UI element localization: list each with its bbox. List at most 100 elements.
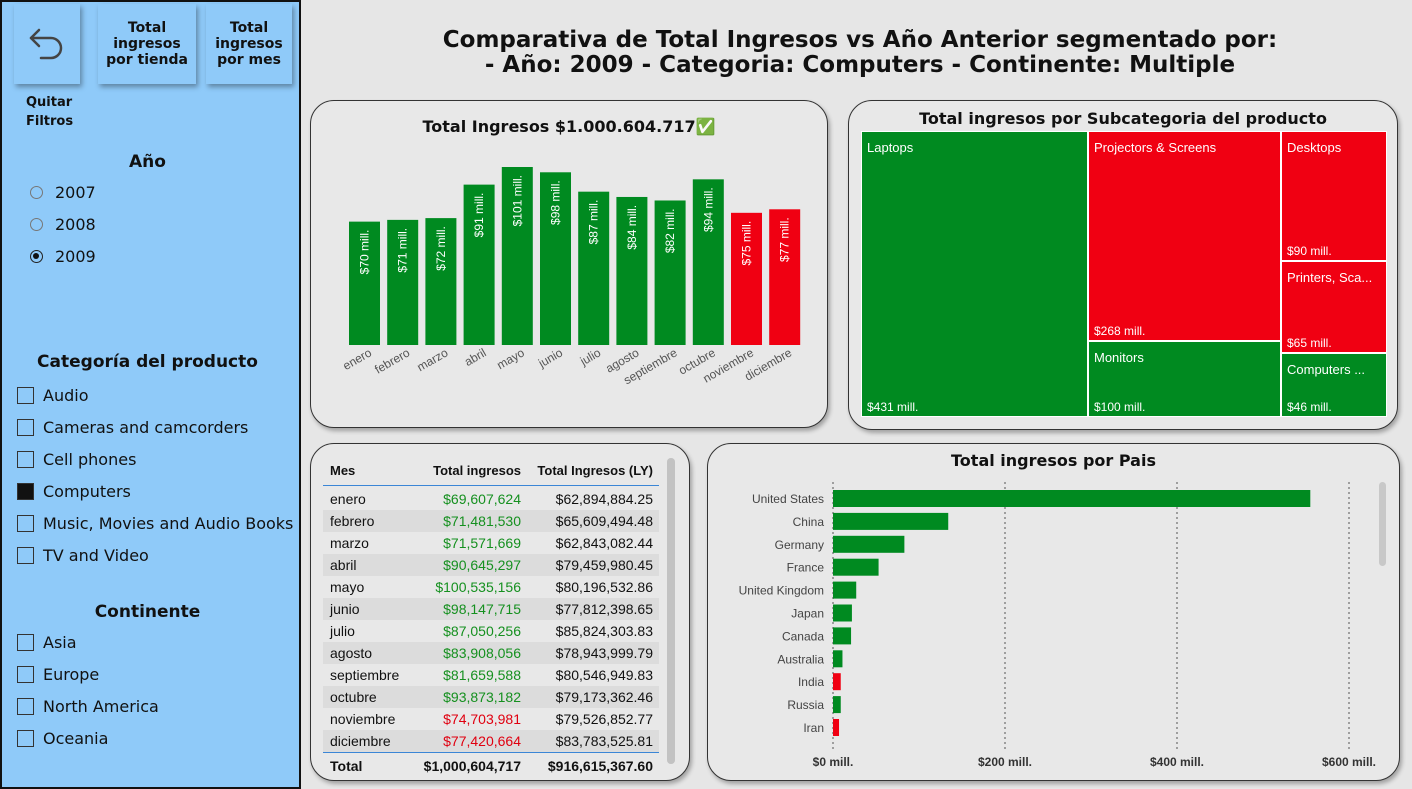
- checkbox-unchecked-icon[interactable]: [17, 419, 34, 436]
- continent-option-north-america[interactable]: North America: [17, 697, 159, 716]
- country-bar[interactable]: [833, 696, 841, 714]
- category-option-audio[interactable]: Audio: [17, 386, 88, 405]
- checkbox-unchecked-icon[interactable]: [17, 515, 34, 532]
- month-bar[interactable]: [731, 212, 762, 345]
- table-row[interactable]: mayo $100,535,156 $80,196,532.86: [323, 576, 659, 598]
- table-row[interactable]: julio $87,050,256 $85,824,303.83: [323, 620, 659, 642]
- treemap-tile[interactable]: Desktops $90 mill.: [1281, 131, 1387, 261]
- month-bar[interactable]: [349, 221, 380, 345]
- country-label: Japan: [791, 607, 824, 621]
- month-bar[interactable]: [540, 172, 571, 345]
- country-label: Russia: [787, 698, 824, 712]
- year-option-2008[interactable]: 2008: [30, 215, 96, 234]
- checkbox-unchecked-icon[interactable]: [17, 451, 34, 468]
- nav-total-ingresos-tienda-button[interactable]: Total ingresos por tienda: [98, 4, 196, 84]
- month-bar[interactable]: [501, 167, 533, 345]
- checkbox-unchecked-icon[interactable]: [17, 698, 34, 715]
- table-row[interactable]: abril $90,645,297 $79,459,980.45: [323, 554, 659, 576]
- country-chart-scrollbar[interactable]: [1379, 482, 1386, 566]
- x-tick-label: $600 mill.: [1322, 755, 1376, 769]
- month-bar-data-label: $82 mill.: [663, 208, 677, 253]
- year-slicer-title: Año: [129, 152, 166, 172]
- country-bar[interactable]: [833, 604, 852, 622]
- country-bar[interactable]: [833, 535, 905, 553]
- table-row[interactable]: octubre $93,873,182 $79,173,362.46: [323, 686, 659, 708]
- continent-option-europe[interactable]: Europe: [17, 665, 99, 684]
- category-option-tv-and-video[interactable]: TV and Video: [17, 546, 149, 565]
- checkbox-checked-icon[interactable]: [17, 483, 34, 500]
- treemap-tile-value: $100 mill.: [1094, 400, 1146, 414]
- treemap-tile[interactable]: Computers ... $46 mill.: [1281, 353, 1387, 417]
- treemap-tile-label: Monitors: [1094, 350, 1144, 365]
- table-cell-total-ly: $62,843,082.44: [555, 535, 653, 551]
- table-row[interactable]: diciembre $77,420,664 $83,783,525.81: [323, 730, 659, 752]
- treemap-title: Total ingresos por Subcategoria del prod…: [919, 109, 1327, 128]
- country-bar[interactable]: [833, 581, 857, 599]
- nav-total-ingresos-mes-button[interactable]: Total ingresos por mes: [206, 4, 292, 84]
- month-axis-label: junio: [535, 345, 565, 370]
- table-cell-mes: julio: [330, 623, 355, 639]
- table-cell-total-ly: $79,526,852.77: [555, 711, 653, 727]
- category-option-music-movies-and-audio-books[interactable]: Music, Movies and Audio Books: [17, 514, 293, 533]
- month-bar[interactable]: [463, 184, 495, 345]
- month-bar[interactable]: [769, 209, 801, 345]
- country-label: United States: [752, 492, 824, 506]
- category-option-cell-phones[interactable]: Cell phones: [17, 450, 136, 469]
- table-row[interactable]: enero $69,607,624 $62,894,884.25: [323, 488, 659, 510]
- monthly-revenue-table: Mes Total ingresos Total Ingresos (LY) e…: [323, 456, 659, 778]
- country-bar[interactable]: [833, 650, 843, 668]
- col-header-total[interactable]: Total ingresos: [433, 463, 521, 478]
- country-label: France: [787, 561, 825, 575]
- continent-option-asia[interactable]: Asia: [17, 633, 77, 652]
- treemap-tile[interactable]: Monitors $100 mill.: [1088, 341, 1281, 417]
- table-cell-mes: junio: [330, 601, 360, 617]
- month-bar[interactable]: [425, 218, 457, 345]
- country-bar[interactable]: [833, 719, 840, 736]
- treemap-tile[interactable]: Projectors & Screens $268 mill.: [1088, 131, 1281, 341]
- table-row[interactable]: febrero $71,481,530 $65,609,494.48: [323, 510, 659, 532]
- checkbox-unchecked-icon[interactable]: [17, 547, 34, 564]
- checkbox-unchecked-icon[interactable]: [17, 387, 34, 404]
- continent-option-oceania[interactable]: Oceania: [17, 729, 108, 748]
- table-cell-total: $83,908,056: [443, 645, 521, 661]
- table-row[interactable]: septiembre $81,659,588 $80,546,949.83: [323, 664, 659, 686]
- table-row[interactable]: junio $98,147,715 $77,812,398.65: [323, 598, 659, 620]
- clear-filters-button[interactable]: Quitar Filtros: [26, 95, 74, 129]
- category-option-computers[interactable]: Computers: [17, 482, 131, 501]
- radio-selected-icon[interactable]: [30, 250, 43, 263]
- country-bar[interactable]: [833, 558, 879, 576]
- country-bar[interactable]: [833, 490, 1311, 507]
- radio-unselected-icon[interactable]: [30, 186, 43, 199]
- month-bar[interactable]: [387, 219, 419, 345]
- col-header-total-ly[interactable]: Total Ingresos (LY): [537, 463, 653, 478]
- country-label: Germany: [775, 538, 824, 552]
- treemap-tile[interactable]: Printers, Sca... $65 mill.: [1281, 261, 1387, 353]
- table-row[interactable]: noviembre $74,703,981 $79,526,852.77: [323, 708, 659, 730]
- checkbox-unchecked-icon[interactable]: [17, 730, 34, 747]
- table-row[interactable]: agosto $83,908,056 $78,943,999.79: [323, 642, 659, 664]
- table-cell-mes: marzo: [330, 535, 369, 551]
- treemap-tile-label: Desktops: [1287, 140, 1342, 155]
- country-bar[interactable]: [833, 673, 841, 691]
- table-cell-total: $69,607,624: [443, 491, 521, 507]
- year-option-2007[interactable]: 2007: [30, 183, 96, 202]
- month-bar[interactable]: [578, 191, 610, 345]
- category-option-cameras-and-camcorders[interactable]: Cameras and camcorders: [17, 418, 248, 437]
- table-cell-total: $100,535,156: [435, 579, 521, 595]
- country-label: China: [793, 515, 825, 529]
- checkbox-unchecked-icon[interactable]: [17, 666, 34, 683]
- month-bar[interactable]: [616, 196, 648, 345]
- table-cell-mes: septiembre: [330, 667, 400, 683]
- country-bar[interactable]: [833, 627, 852, 645]
- month-bar[interactable]: [692, 179, 724, 345]
- year-option-2009[interactable]: 2009: [30, 247, 96, 266]
- back-button[interactable]: [14, 4, 80, 84]
- radio-unselected-icon[interactable]: [30, 218, 43, 231]
- table-scrollbar[interactable]: [667, 458, 675, 764]
- checkbox-unchecked-icon[interactable]: [17, 634, 34, 651]
- col-header-mes[interactable]: Mes: [330, 463, 356, 478]
- treemap-tile[interactable]: Laptops $431 mill.: [861, 131, 1088, 417]
- table-row[interactable]: marzo $71,571,669 $62,843,082.44: [323, 532, 659, 554]
- month-bar[interactable]: [654, 200, 686, 345]
- country-bar[interactable]: [833, 512, 949, 530]
